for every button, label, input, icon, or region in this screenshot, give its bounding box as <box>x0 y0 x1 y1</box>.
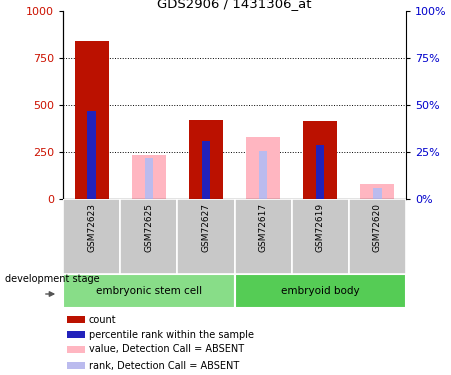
Bar <box>74 41 109 199</box>
Bar <box>120 199 177 274</box>
Bar <box>63 199 120 274</box>
Bar <box>67 362 85 369</box>
Text: GSM72620: GSM72620 <box>373 202 382 252</box>
Bar <box>316 146 325 199</box>
Bar <box>235 274 406 308</box>
Text: GSM72619: GSM72619 <box>316 202 325 252</box>
Bar <box>303 121 337 199</box>
Bar <box>373 188 382 199</box>
Text: embryoid body: embryoid body <box>281 286 359 296</box>
Text: embryonic stem cell: embryonic stem cell <box>96 286 202 296</box>
Text: rank, Detection Call = ABSENT: rank, Detection Call = ABSENT <box>89 360 239 370</box>
Text: value, Detection Call = ABSENT: value, Detection Call = ABSENT <box>89 344 244 354</box>
Text: percentile rank within the sample: percentile rank within the sample <box>89 330 254 339</box>
Bar <box>87 111 96 199</box>
Text: GSM72625: GSM72625 <box>144 202 153 252</box>
Text: GSM72627: GSM72627 <box>202 202 211 252</box>
Bar <box>246 137 280 199</box>
Text: GSM72617: GSM72617 <box>258 202 267 252</box>
Text: count: count <box>89 315 116 325</box>
Bar <box>144 158 153 199</box>
Bar <box>132 154 166 199</box>
Bar <box>63 274 235 308</box>
Bar <box>67 331 85 338</box>
Bar <box>259 151 267 199</box>
Title: GDS2906 / 1431306_at: GDS2906 / 1431306_at <box>157 0 312 10</box>
Bar <box>177 199 235 274</box>
Bar <box>292 199 349 274</box>
Bar <box>67 346 85 353</box>
Bar <box>349 199 406 274</box>
Bar <box>360 184 395 199</box>
Bar <box>235 199 292 274</box>
Bar <box>67 316 85 323</box>
Bar <box>202 150 210 199</box>
Bar <box>189 120 223 199</box>
Bar <box>202 141 210 199</box>
Text: development stage: development stage <box>5 274 99 284</box>
Text: GSM72623: GSM72623 <box>87 202 96 252</box>
